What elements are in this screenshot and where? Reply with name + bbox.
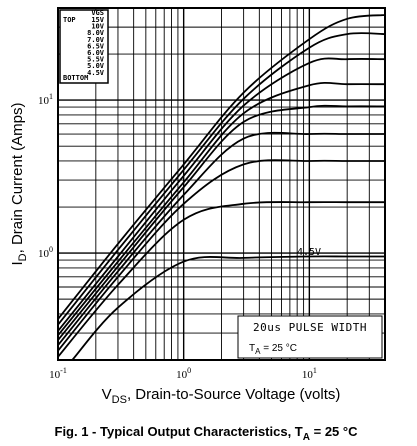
ta-label: TA = 25 °C — [249, 343, 297, 356]
vgs-curve — [57, 201, 385, 358]
x-axis-title: VDS, Drain-to-Source Voltage (volts) — [102, 386, 341, 406]
annotation-box — [237, 315, 383, 359]
legend-entry: 4.5V — [87, 69, 105, 77]
vgs-curve — [57, 131, 385, 346]
figure-caption: Fig. 1 - Typical Output Characteristics,… — [55, 424, 359, 443]
legend: TOP BOTTOM VGS 15V10V8.0V7.0V6.5V6.0V5.5… — [59, 9, 109, 84]
x-tick-label: 101 — [302, 366, 317, 381]
x-tick-label: 100 — [176, 366, 191, 381]
pulse-width-label: 20us PULSE WIDTH — [253, 321, 367, 334]
legend-entry: 7.0V — [87, 36, 105, 44]
y-tick-labels: 100 101 — [38, 92, 53, 260]
legend-box — [59, 9, 109, 84]
legend-entry: 6.0V — [87, 49, 105, 57]
legend-entry: 15V — [91, 16, 104, 24]
legend-entry: 8.0V — [87, 29, 105, 37]
vgs-curve — [57, 14, 386, 320]
vgs-curve — [71, 255, 385, 361]
plot-frame — [57, 7, 386, 361]
legend-entry: 5.0V — [87, 62, 105, 70]
legend-entry: 6.5V — [87, 42, 105, 50]
vgs-curve — [57, 159, 385, 352]
legend-header: VGS — [91, 9, 104, 17]
curves — [57, 14, 386, 361]
vgs-curve — [57, 32, 386, 326]
legend-bottom-label: BOTTOM — [63, 74, 88, 82]
legend-entry: 10V — [91, 23, 104, 31]
x-tick-labels: 10-1 100 101 — [49, 366, 317, 381]
y-axis-title: ID, Drain Current (Amps) — [9, 103, 29, 266]
y-tick-label: 101 — [38, 92, 53, 107]
annotation: 20us PULSE WIDTH TA = 25 °C — [237, 315, 383, 359]
curve-label-4-5v: 4.5V — [297, 247, 321, 258]
x-tick-label: 10-1 — [49, 366, 67, 381]
vgs-curve — [57, 57, 386, 332]
vgs-curve — [57, 81, 386, 336]
legend-top-label: TOP — [63, 16, 76, 24]
y-tick-label: 100 — [38, 245, 53, 260]
vgs-curve — [57, 104, 386, 341]
legend-entry: 5.5V — [87, 56, 105, 64]
